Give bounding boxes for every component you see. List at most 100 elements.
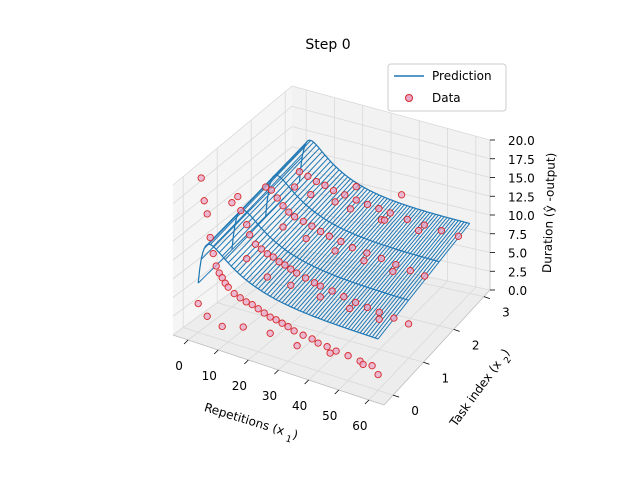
data-point: [323, 343, 331, 351]
data-point: [346, 205, 355, 213]
prediction-wire-x: [263, 185, 363, 294]
prediction-wire-x: [293, 199, 391, 309]
data-point: [212, 262, 220, 270]
data-point: [262, 183, 270, 191]
x-tick: [364, 399, 370, 405]
prediction-wire-x: [203, 144, 306, 249]
data-point: [437, 227, 446, 235]
x-tick: [213, 349, 219, 355]
z-axis-label: Duration (ŷ -output): [540, 152, 558, 273]
data-point: [392, 260, 400, 269]
data-point: [263, 273, 271, 281]
prediction-wire-x: [278, 193, 377, 302]
prediction-wire-x: [296, 200, 394, 310]
data-point: [285, 208, 293, 216]
prediction-wire-x: [320, 208, 417, 320]
data-point: [224, 283, 232, 291]
data-point: [273, 194, 281, 202]
data-point: [218, 274, 226, 282]
data-point: [363, 303, 372, 312]
data-point: [301, 274, 310, 282]
data-point: [263, 250, 271, 258]
prediction-wire-x: [251, 178, 351, 285]
data-point: [266, 329, 274, 337]
data-point: [302, 234, 310, 243]
data-point: [228, 199, 236, 207]
data-point: [287, 281, 295, 289]
x-tick: [304, 379, 309, 385]
grid-z-left: [172, 126, 293, 223]
chart-title: Step 0: [305, 37, 350, 53]
data-point: [340, 293, 348, 301]
data-point: [293, 269, 301, 277]
data-point: [237, 206, 245, 215]
data-point: [310, 279, 319, 287]
grid-z-back: [291, 227, 491, 272]
prediction-wire-x: [242, 171, 343, 278]
data-point: [325, 232, 333, 240]
prediction-wire-x: [212, 141, 314, 247]
data-point: [287, 265, 295, 273]
prediction-wire-y: [265, 174, 440, 263]
prediction-wire-x: [308, 204, 405, 315]
data-point: [329, 186, 338, 195]
y-tick: [392, 394, 400, 398]
data-point: [236, 294, 244, 302]
prediction-wire-y: [231, 209, 409, 301]
data-point: [257, 245, 266, 253]
prediction-wire-x: [323, 208, 419, 321]
prediction-wire-x: [329, 210, 425, 323]
z-tick-label: 12.5: [508, 190, 535, 204]
edge-y-axis: [383, 289, 491, 406]
data-point: [267, 186, 276, 194]
data-point: [380, 216, 389, 224]
prediction-wire-x: [275, 191, 374, 300]
z-tick-label: 2.5: [508, 265, 527, 279]
data-point: [454, 232, 463, 240]
data-point: [245, 231, 254, 239]
x-tick-label: 50: [322, 409, 337, 423]
data-point: [316, 293, 324, 301]
grid-z-left: [172, 166, 293, 261]
data-point: [295, 168, 304, 176]
prediction-wire-x: [368, 220, 462, 337]
data-point: [420, 221, 428, 229]
data-point: [421, 272, 429, 280]
data-point: [341, 191, 349, 199]
data-point: [375, 205, 383, 213]
data-point: [352, 183, 360, 191]
data-point: [290, 327, 298, 335]
grid-z-back: [291, 126, 491, 178]
data-point: [279, 223, 287, 231]
z-tick-label: 17.5: [508, 153, 535, 167]
data-point: [308, 222, 316, 230]
data-point: [363, 200, 372, 209]
prediction-wire-y: [197, 243, 379, 340]
z-tick-label: 7.5: [508, 228, 527, 242]
data-point: [321, 181, 329, 189]
x-tick-label: 30: [262, 389, 277, 403]
z-tick-label: 20.0: [508, 134, 535, 148]
data-point: [346, 304, 354, 313]
data-point: [203, 210, 211, 218]
x-tick-label: 0: [175, 359, 183, 373]
prediction-wire-x: [266, 187, 366, 295]
y-tick-label: 1: [442, 371, 450, 385]
prediction-wire-x: [272, 190, 371, 299]
prediction-wire-x: [365, 220, 459, 336]
grid-y-floor: [217, 302, 424, 363]
tick-labels: 0 10 20 30 40 50 60 0 1 2 3 0.0 2.5 5.0 7.5 10.0 12.5 15.…: [175, 134, 534, 433]
prediction-wire-x: [260, 184, 360, 292]
data-point: [389, 267, 397, 276]
data-point: [352, 196, 360, 204]
data-point: [266, 313, 274, 321]
y-label-subscript: 2: [502, 355, 513, 366]
grid-y-floor: [285, 252, 485, 297]
data-point: [279, 202, 287, 210]
data-point: [260, 309, 268, 317]
x-axis-label: Repetitions (x 1): [201, 400, 300, 447]
y-axis-label: Task index (x 2): [446, 346, 516, 433]
x-label-close: ): [291, 427, 300, 442]
z-tick-label: 15.0: [508, 172, 535, 186]
data-point: [344, 352, 352, 360]
